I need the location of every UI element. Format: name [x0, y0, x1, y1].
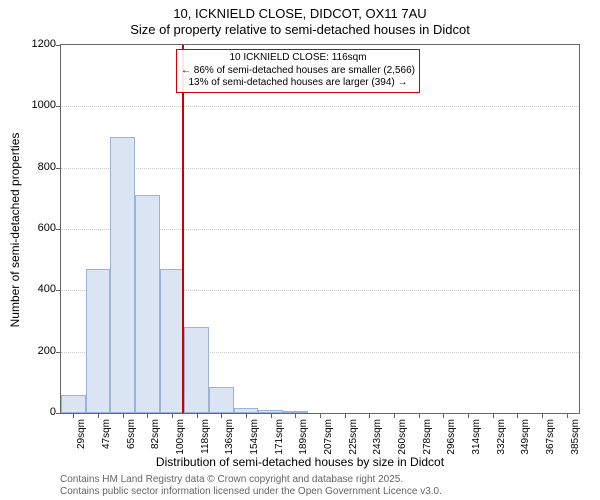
xtick-label: 47sqm: [101, 419, 112, 449]
histogram-bar: [86, 269, 111, 413]
plot-area: 10 ICKNIELD CLOSE: 116sqm ← 86% of semi-…: [60, 44, 580, 414]
xtick-mark: [369, 413, 370, 418]
ytick-mark: [56, 106, 61, 107]
histogram-bar: [61, 395, 86, 413]
footer-line2: Contains public sector information licen…: [60, 486, 442, 497]
xtick-label: 82sqm: [150, 419, 161, 449]
annotation-box: 10 ICKNIELD CLOSE: 116sqm ← 86% of semi-…: [176, 49, 420, 93]
xtick-mark: [221, 413, 222, 418]
ytick-label: 400: [38, 283, 56, 295]
marker-vline: [182, 45, 184, 413]
histogram-bar: [160, 269, 185, 413]
xtick-label: 189sqm: [298, 419, 309, 455]
xtick-mark: [172, 413, 173, 418]
xtick-mark: [542, 413, 543, 418]
xtick-label: 314sqm: [471, 419, 482, 455]
ytick-label: 1200: [32, 38, 56, 50]
footer-line1: Contains HM Land Registry data © Crown c…: [60, 474, 403, 485]
gridline-h: [61, 106, 579, 107]
xtick-label: 243sqm: [372, 419, 383, 455]
xtick-label: 349sqm: [520, 419, 531, 455]
ytick-mark: [56, 352, 61, 353]
xtick-label: 207sqm: [323, 419, 334, 455]
ytick-label: 600: [38, 222, 56, 234]
xtick-mark: [567, 413, 568, 418]
xtick-label: 118sqm: [200, 419, 211, 454]
annotation-line2: ← 86% of semi-detached houses are smalle…: [181, 65, 415, 78]
xtick-mark: [295, 413, 296, 418]
xtick-label: 332sqm: [496, 419, 507, 455]
xtick-mark: [493, 413, 494, 418]
gridline-h: [61, 168, 579, 169]
xtick-mark: [394, 413, 395, 418]
ytick-label: 0: [50, 406, 56, 418]
ytick-mark: [56, 413, 61, 414]
xtick-label: 29sqm: [76, 419, 87, 449]
ytick-mark: [56, 229, 61, 230]
xtick-mark: [345, 413, 346, 418]
xtick-mark: [517, 413, 518, 418]
y-axis-label: Number of semi-detached properties: [8, 133, 22, 328]
xtick-mark: [197, 413, 198, 418]
ytick-mark: [56, 45, 61, 46]
xtick-mark: [271, 413, 272, 418]
chart-container: 10, ICKNIELD CLOSE, DIDCOT, OX11 7AU Siz…: [0, 0, 600, 500]
xtick-mark: [147, 413, 148, 418]
histogram-bar: [110, 137, 135, 413]
xtick-label: 136sqm: [224, 419, 235, 455]
xtick-label: 171sqm: [274, 419, 285, 455]
xtick-label: 260sqm: [397, 419, 408, 455]
x-axis-label: Distribution of semi-detached houses by …: [0, 455, 600, 469]
xtick-label: 296sqm: [446, 419, 457, 455]
histogram-bar: [209, 387, 234, 413]
xtick-label: 278sqm: [422, 419, 433, 455]
xtick-label: 385sqm: [570, 419, 581, 455]
ytick-mark: [56, 168, 61, 169]
chart-title-line1: 10, ICKNIELD CLOSE, DIDCOT, OX11 7AU: [0, 6, 600, 21]
xtick-label: 65sqm: [126, 419, 137, 449]
xtick-mark: [443, 413, 444, 418]
xtick-mark: [73, 413, 74, 418]
xtick-mark: [419, 413, 420, 418]
ytick-label: 200: [38, 345, 56, 357]
histogram-bar: [184, 327, 209, 413]
ytick-label: 800: [38, 161, 56, 173]
xtick-label: 367sqm: [545, 419, 556, 455]
ytick-label: 1000: [32, 99, 56, 111]
xtick-mark: [468, 413, 469, 418]
xtick-label: 100sqm: [175, 419, 186, 455]
chart-title-line2: Size of property relative to semi-detach…: [0, 22, 600, 37]
xtick-mark: [320, 413, 321, 418]
xtick-mark: [98, 413, 99, 418]
xtick-mark: [123, 413, 124, 418]
xtick-mark: [246, 413, 247, 418]
ytick-mark: [56, 290, 61, 291]
histogram-bar: [135, 195, 160, 413]
xtick-label: 225sqm: [348, 419, 359, 455]
xtick-label: 154sqm: [249, 419, 260, 455]
annotation-line1: 10 ICKNIELD CLOSE: 116sqm: [181, 52, 415, 65]
annotation-line3: 13% of semi-detached houses are larger (…: [181, 77, 415, 90]
